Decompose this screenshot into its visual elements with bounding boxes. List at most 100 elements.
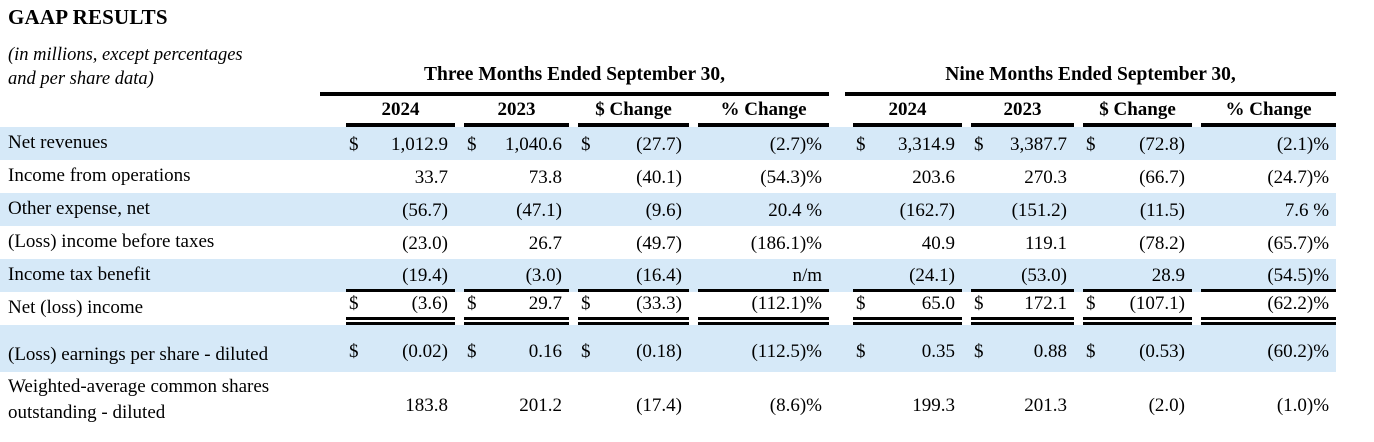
- cell-value: 73.8: [528, 167, 562, 188]
- table-cell: (19.4): [337, 259, 455, 292]
- cell-value: 201.3: [1024, 395, 1068, 416]
- empty-corner-cell: [0, 56, 337, 96]
- cell-value: (65.7)%: [1267, 233, 1330, 254]
- table-row-loss-income-before-taxes: (Loss) income before taxes (23.0) 26.7 (…: [0, 226, 1336, 259]
- cell-value: 0.88: [1033, 341, 1068, 362]
- table-cell: $65.0: [844, 292, 963, 325]
- table-cell: (151.2): [962, 193, 1074, 226]
- table-cell: (9.6): [569, 193, 689, 226]
- table-cell: (112.1)%: [689, 292, 830, 325]
- cell-value: (1.0)%: [1276, 395, 1330, 416]
- cell-value: 33.7: [414, 167, 448, 188]
- table-cell: $ (3.6): [337, 292, 455, 325]
- cell-value: n/m: [792, 265, 823, 286]
- column-gap: [829, 56, 844, 96]
- cell-value: 119.1: [1024, 233, 1068, 254]
- cell-value: (112.5)%: [751, 341, 823, 362]
- currency-symbol: $: [349, 293, 359, 314]
- table-cell: (2.1)%: [1192, 127, 1336, 160]
- table-cell: $1,012.9: [337, 127, 455, 160]
- table-row-other-expense-net: Other expense, net (56.7) (47.1) (9.6) 2…: [0, 193, 1337, 226]
- table-cell: 73.8: [455, 160, 569, 193]
- table-cell: (66.7): [1074, 160, 1192, 193]
- column-header-2024: 2024: [844, 96, 963, 127]
- cell-value: (62.2)%: [1267, 293, 1330, 314]
- currency-symbol: $: [467, 341, 477, 362]
- column-gap: [829, 96, 844, 127]
- table-cell: (186.1)%: [689, 226, 829, 259]
- group-header-label: Nine Months Ended September 30,: [845, 64, 1337, 96]
- cell-value: 3,387.7: [1010, 134, 1068, 155]
- subtitle-line-2: and per share data): [8, 69, 154, 89]
- table-cell: (78.2): [1074, 226, 1192, 259]
- cell-value: 1,040.6: [505, 134, 562, 155]
- empty-corner-cell: [0, 96, 337, 127]
- table-cell: $172.1: [962, 292, 1075, 325]
- table-cell: (54.5)%: [1192, 259, 1337, 292]
- table-cell: (17.4): [569, 372, 689, 442]
- currency-symbol: $: [581, 341, 591, 362]
- table-cell: $ (0.02): [337, 325, 455, 372]
- table-cell: $ (27.7): [569, 127, 689, 160]
- table-cell: (1.0)%: [1192, 372, 1336, 442]
- cell-value: (72.8): [1139, 134, 1186, 155]
- column-gap: [829, 127, 844, 160]
- column-header-percent-change: % Change: [1192, 96, 1337, 127]
- table-cell: (49.7): [569, 226, 689, 259]
- table-row-weighted-average-shares-diluted: Weighted-average common shares outstandi…: [0, 372, 1336, 442]
- table-cell: (56.7): [337, 193, 455, 226]
- table-cell: (8.6)%: [689, 372, 829, 442]
- table-cell: $ (0.18): [569, 325, 689, 372]
- cell-value: (17.4): [636, 395, 682, 416]
- cell-value: (2.0): [1148, 395, 1186, 416]
- cell-value: (19.4): [402, 265, 448, 286]
- cell-value: 172.1: [1024, 293, 1068, 314]
- table-cell: $0.88: [962, 325, 1074, 372]
- table-cell: 119.1: [962, 226, 1074, 259]
- table-cell: (65.7)%: [1192, 226, 1336, 259]
- currency-symbol: $: [467, 293, 477, 314]
- cell-value: (162.7): [899, 200, 956, 221]
- cell-value: 0.35: [921, 341, 956, 362]
- cell-value: 183.8: [405, 395, 448, 416]
- cell-value: (53.0): [1021, 265, 1068, 286]
- table-cell: 183.8: [337, 372, 455, 442]
- table-cell: 40.9: [844, 226, 962, 259]
- table-cell: $ (107.1): [1074, 292, 1193, 325]
- cell-value: 1,012.9: [391, 134, 448, 155]
- cell-value: 26.7: [528, 233, 562, 254]
- cell-value: (56.7): [402, 200, 448, 221]
- table-cell: (60.2)%: [1192, 325, 1336, 372]
- table-cell: (162.7): [844, 193, 962, 226]
- gaap-results-table: Three Months Ended September 30, Nine Mo…: [0, 56, 1337, 442]
- currency-symbol: $: [856, 341, 866, 362]
- table-cell: (40.1): [569, 160, 689, 193]
- subtitle-line-1: (in millions, except percentages: [8, 45, 243, 65]
- cell-value: (78.2): [1139, 233, 1186, 254]
- table-cell: 201.2: [455, 372, 569, 442]
- table-cell: 28.9: [1074, 259, 1193, 292]
- table-cell: $1,040.6: [455, 127, 569, 160]
- cell-value: (54.3)%: [760, 167, 823, 188]
- table-cell: $29.7: [455, 292, 569, 325]
- table-cell: $0.16: [455, 325, 569, 372]
- table-cell: (47.1): [455, 193, 569, 226]
- column-header-2023: 2023: [962, 96, 1075, 127]
- table-cell: (62.2)%: [1192, 292, 1337, 325]
- table-cell: 270.3: [962, 160, 1074, 193]
- cell-value: 201.2: [519, 395, 562, 416]
- table-row-loss-earnings-per-share-diluted: (Loss) earnings per share - diluted $ (0.…: [0, 325, 1337, 372]
- row-label: Net revenues: [8, 132, 108, 153]
- cell-value: 203.6: [912, 167, 956, 188]
- cell-value: 20.4 %: [768, 200, 823, 221]
- cell-value: (112.1)%: [751, 293, 823, 314]
- cell-value: (24.1): [909, 265, 956, 286]
- cell-value: (40.1): [636, 167, 682, 188]
- column-header-percent-change: % Change: [689, 96, 830, 127]
- cell-value: 40.9: [921, 233, 956, 254]
- cell-value: (8.6)%: [769, 395, 823, 416]
- table-cell: $3,387.7: [962, 127, 1074, 160]
- cell-value: (24.7)%: [1267, 167, 1330, 188]
- cell-value: (3.6): [411, 293, 448, 314]
- cell-value: (49.7): [636, 233, 682, 254]
